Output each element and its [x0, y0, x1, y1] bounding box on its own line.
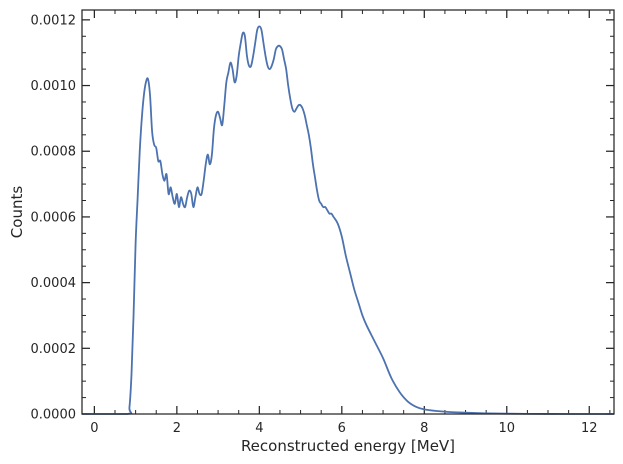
x-tick-label: 0 [90, 421, 98, 436]
y-tick-labels: 0.0000 0.0002 0.0004 0.0006 0.0008 0.0010 0.00… [31, 13, 77, 422]
x-tick-label: 12 [581, 421, 598, 436]
series-line [81, 25, 614, 415]
x-axis-label: Reconstructed energy [MeV] [241, 437, 455, 455]
x-tick-label: 4 [255, 421, 263, 436]
y-tick-label: 0.0000 [31, 408, 77, 423]
y-tick-label: 0.0002 [31, 342, 77, 357]
y-axis-label: Counts [8, 186, 26, 239]
x-tick-label: 6 [338, 421, 346, 436]
x-tick-label: 8 [420, 421, 428, 436]
minor-ticks [82, 10, 614, 414]
x-tick-label: 2 [173, 421, 181, 436]
x-tick-labels: 0 2 4 6 8 10 12 [90, 421, 597, 436]
y-tick-label: 0.0012 [31, 13, 77, 28]
y-tick-label: 0.0006 [31, 210, 77, 225]
major-ticks [82, 10, 614, 415]
plot-frame [81, 9, 615, 415]
y-tick-label: 0.0008 [31, 145, 77, 160]
y-tick-label: 0.0004 [31, 276, 77, 291]
x-tick-label: 10 [499, 421, 516, 436]
y-tick-label: 0.0010 [31, 79, 77, 94]
